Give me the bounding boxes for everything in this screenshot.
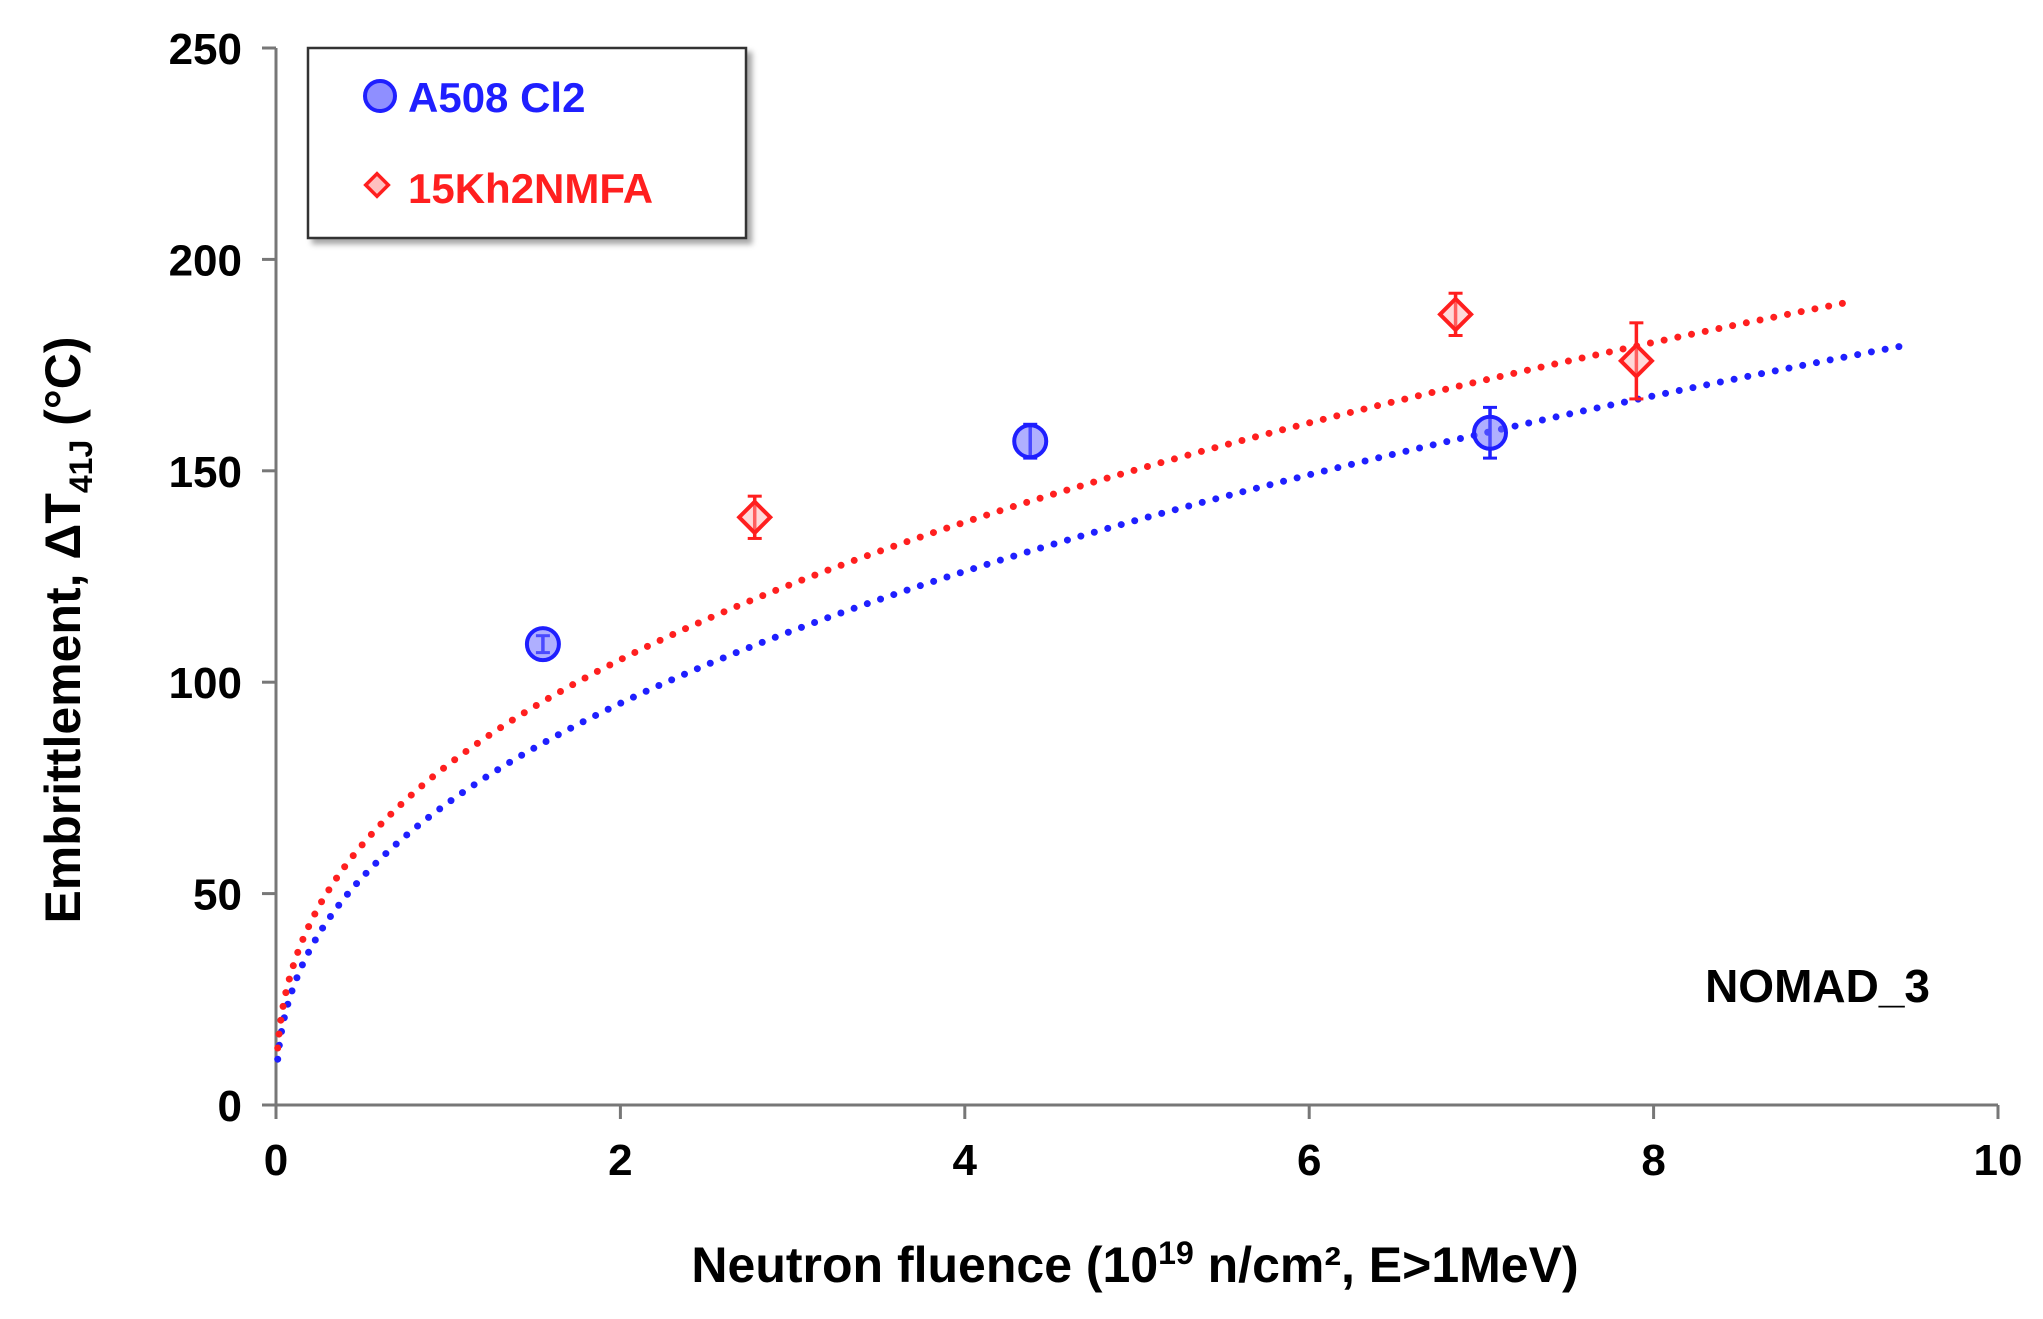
data-point-a508-cl2 xyxy=(524,626,561,663)
legend-marker-15kh2nmfa xyxy=(363,171,391,199)
legend-marker-a508 xyxy=(363,79,397,113)
y-tick-label: 0 xyxy=(218,1082,242,1131)
trendline-15kh2nmfa xyxy=(274,298,1856,1052)
data-point-15kh2nmfa xyxy=(736,498,774,536)
y-tick-label: 50 xyxy=(193,871,242,920)
trendline-a508-cl2 xyxy=(274,342,1907,1063)
data-point-15kh2nmfa xyxy=(1437,295,1474,333)
data-point-a508-cl2 xyxy=(1472,414,1509,451)
x-axis-title: Neutron fluence (1019 n/cm², E>1MeV) xyxy=(691,1235,1578,1293)
y-tick-label: 250 xyxy=(169,25,242,74)
x-tick-label: 8 xyxy=(1641,1136,1665,1185)
x-tick-label: 10 xyxy=(1974,1136,2023,1185)
y-axis-title: Embrittlement, ΔT41J (°C) xyxy=(35,336,99,923)
data-point-15kh2nmfa xyxy=(1617,342,1655,380)
x-tick-label: 2 xyxy=(608,1136,632,1185)
y-tick-label: 200 xyxy=(169,236,242,285)
chart-annotation: NOMAD_3 xyxy=(1705,960,1930,1012)
data-points xyxy=(524,291,1655,663)
x-tick-label: 4 xyxy=(953,1136,978,1185)
y-tick-label: 100 xyxy=(169,659,242,708)
legend-label-15kh2nmfa: 15Kh2NMFA xyxy=(408,165,653,212)
legend: A508 Cl2 15Kh2NMFA xyxy=(306,46,748,240)
y-tick-label: 150 xyxy=(169,448,242,497)
x-tick-label: 6 xyxy=(1297,1136,1321,1185)
legend-label-a508: A508 Cl2 xyxy=(408,74,585,121)
trendlines xyxy=(274,298,1907,1063)
data-point-a508-cl2 xyxy=(1012,423,1049,460)
x-tick-label: 0 xyxy=(264,1136,288,1185)
